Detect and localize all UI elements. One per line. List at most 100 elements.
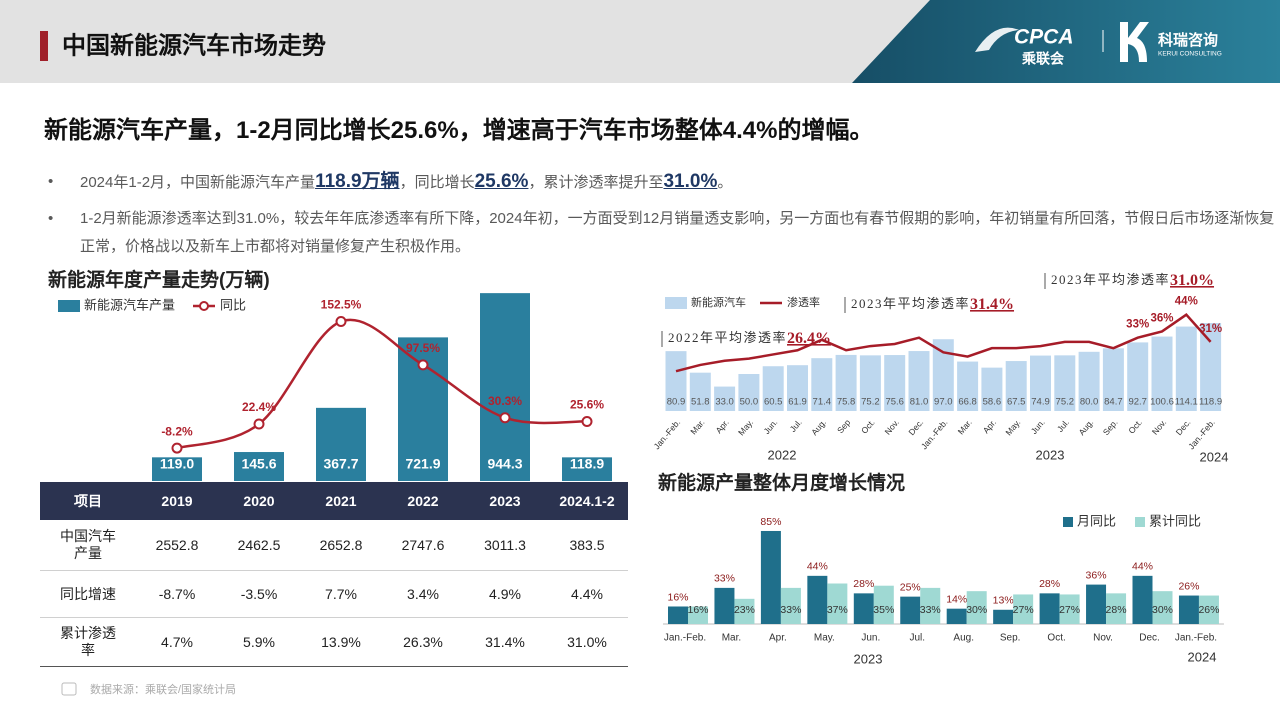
bar xyxy=(762,366,784,411)
bar xyxy=(1102,348,1124,411)
data-label: 92.7 xyxy=(1128,397,1147,408)
annotation-text: 2023年平均渗透率 xyxy=(851,296,970,311)
x-group-label: 2024 xyxy=(1200,449,1229,464)
x-tick-label: Apr. xyxy=(769,633,787,644)
x-tick-label: Nov. xyxy=(1093,633,1113,644)
bar xyxy=(688,606,708,624)
data-label: 145.6 xyxy=(241,456,276,472)
bar xyxy=(853,593,874,624)
emphasis: 25.6% xyxy=(474,171,529,192)
line-marker xyxy=(171,442,183,454)
bar xyxy=(152,457,202,481)
data-label: 58.6 xyxy=(983,397,1002,408)
bar xyxy=(787,365,808,411)
x-tick-label: May. xyxy=(1003,417,1022,437)
bullet: • 1-2月新能源渗透率达到31.0%，较去年年底渗透率有所下降，2024年初，一… xyxy=(48,205,1275,261)
data-label: 114.1 xyxy=(1175,397,1198,408)
data-label: 35% xyxy=(873,604,894,616)
logo-cpca-sub: 乘联会 xyxy=(1021,51,1065,67)
bar xyxy=(920,587,941,624)
x-tick-label: Jun. xyxy=(761,417,779,436)
data-label: -8.2% xyxy=(161,424,193,438)
table-cell: -3.5% xyxy=(240,586,278,602)
data-label: 67.5 xyxy=(1007,397,1026,408)
data-label: 33.0 xyxy=(715,397,734,408)
x-tick-label: Oct. xyxy=(1126,417,1144,435)
legend-marker xyxy=(199,301,209,311)
bar xyxy=(714,587,735,624)
table-cell: 2652.8 xyxy=(319,537,363,553)
x-tick-label: Jan.-Feb. xyxy=(652,417,683,451)
data-label: 80.9 xyxy=(667,397,686,408)
logo-kerui-mark xyxy=(1120,22,1149,62)
bullet-text: 。 xyxy=(717,174,733,191)
data-label: 33% xyxy=(1126,319,1149,331)
annotation-value: 31.0% xyxy=(1170,272,1214,289)
bar xyxy=(780,587,801,624)
bar xyxy=(932,339,954,411)
bullet-dot: • xyxy=(48,210,54,227)
data-label: 119.0 xyxy=(160,456,194,472)
bar xyxy=(480,293,530,481)
data-label: 74.9 xyxy=(1031,397,1050,408)
bar xyxy=(859,355,881,411)
bar xyxy=(1200,323,1222,411)
line-marker xyxy=(581,415,593,427)
data-label: 30.3% xyxy=(488,394,522,408)
bar xyxy=(807,575,828,624)
data-label: 50.0 xyxy=(740,397,759,408)
annotation-text: 2022年平均渗透率 xyxy=(668,330,787,345)
table-cell: 4.7% xyxy=(161,634,193,650)
legend-label: 同比 xyxy=(220,297,246,312)
row-label: 累计渗透率 xyxy=(40,625,136,659)
x-tick-label: Dec. xyxy=(1174,417,1193,437)
x-tick-label: Jul. xyxy=(909,633,925,644)
legend-label: 新能源汽车 xyxy=(691,295,746,309)
annotation-text: 2023年平均渗透率 xyxy=(1051,272,1170,287)
data-label: 27% xyxy=(1013,604,1034,616)
logo-kerui: 科瑞咨询 xyxy=(1158,31,1218,49)
bar xyxy=(873,585,894,624)
bar xyxy=(1106,593,1127,624)
bar xyxy=(234,452,284,481)
x-tick-label: Nov. xyxy=(882,417,900,436)
x-group-label: 2023 xyxy=(854,651,883,666)
legend-label: 累计同比 xyxy=(1149,513,1201,528)
data-label: 367.7 xyxy=(323,456,358,472)
x-tick-label: Jul. xyxy=(788,417,804,434)
bar xyxy=(1175,326,1197,411)
row-label-text: 中国汽车产量 xyxy=(60,528,116,561)
x-tick-label: Sep. xyxy=(1000,633,1021,644)
x-tick-label: Aug. xyxy=(809,417,828,437)
data-label: 30% xyxy=(966,604,987,616)
bar xyxy=(1127,342,1149,411)
x-tick-label: Mar. xyxy=(956,417,974,436)
line-marker xyxy=(499,412,511,424)
legend-swatch xyxy=(1063,517,1073,527)
bullet: • 2024年1-2月，中国新能源汽车产量118.9万辆，同比增长25.6%，累计… xyxy=(48,168,1275,197)
data-label: 71.4 xyxy=(813,397,832,408)
bar xyxy=(1059,594,1080,624)
table-cell: -8.7% xyxy=(158,586,196,602)
data-label: 25% xyxy=(900,581,921,593)
data-label: 51.8 xyxy=(691,397,710,408)
x-tick-label: Apr. xyxy=(713,417,730,435)
bar xyxy=(1152,591,1173,624)
row-label-text: 同比增速 xyxy=(60,585,116,602)
data-label: 81.0 xyxy=(910,397,929,408)
data-label: 85% xyxy=(760,516,781,528)
legend-label: 月同比 xyxy=(1077,513,1116,528)
data-label: 33% xyxy=(714,573,735,585)
table-cell: 4.9% xyxy=(489,586,521,602)
table-cell: 2552.8 xyxy=(155,537,199,553)
x-tick-label: Jun. xyxy=(861,633,880,644)
annotation-value: 26.4% xyxy=(787,330,831,347)
data-label: 33% xyxy=(780,604,801,616)
data-label: 60.5 xyxy=(764,397,783,408)
bar xyxy=(957,361,979,411)
data-label: 100.6 xyxy=(1150,397,1174,408)
logo-cpca: CPCA xyxy=(1014,26,1074,49)
data-label: 33% xyxy=(920,604,941,616)
logo-swoosh xyxy=(975,27,1019,52)
